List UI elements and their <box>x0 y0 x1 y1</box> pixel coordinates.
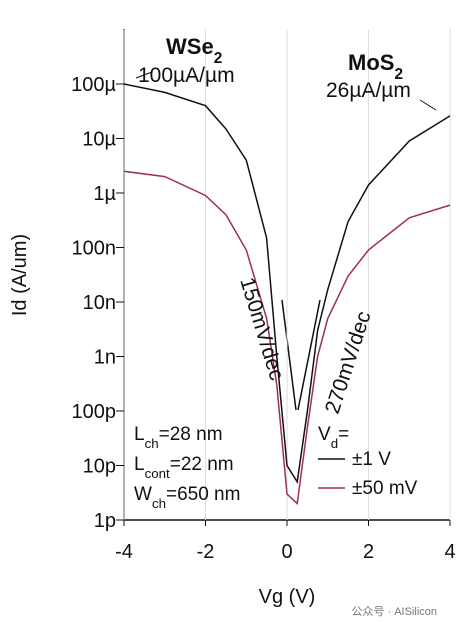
legend-label: ±50 mV <box>352 478 418 499</box>
annotation: Wch=650 nm <box>134 484 240 511</box>
y-tick-label: 10µ <box>82 129 116 151</box>
y-tick-label: 10p <box>83 456 116 478</box>
text-rest: = <box>338 424 349 445</box>
y-tick-label: 100µ <box>71 74 116 96</box>
x-tick-label: 4 <box>444 541 455 563</box>
annotation: Lcont=22 nm <box>134 454 234 481</box>
annotation: Vd= <box>318 424 349 451</box>
data-line <box>123 170 451 506</box>
text-main: W <box>134 484 152 505</box>
text-sub: ch <box>152 496 166 511</box>
y-tick-label: 100n <box>72 238 117 260</box>
data-line <box>123 83 451 485</box>
x-axis-label: Vg (V) <box>259 586 316 608</box>
text-sub: cont <box>145 466 170 481</box>
x-tick-label: 2 <box>363 541 374 563</box>
text-sub: 2 <box>214 50 223 67</box>
y-tick-label: 100p <box>72 401 117 423</box>
text-main: MoS <box>348 50 394 75</box>
text-main: L <box>134 424 145 445</box>
text-rest: =22 nm <box>170 454 234 475</box>
y-tick-label: 10n <box>83 292 116 314</box>
x-tick-label: 0 <box>281 541 292 563</box>
y-axis-label: Id (A/um) <box>9 234 31 316</box>
annotation: 150mV/dec <box>235 275 288 383</box>
text-sub: ch <box>145 436 159 451</box>
slope-line <box>297 299 321 411</box>
x-tick-label: -4 <box>115 541 133 563</box>
annotation: MoS2 <box>348 50 403 83</box>
y-tick-label: 1p <box>94 510 116 532</box>
text-main: L <box>134 454 145 475</box>
annotation: WSe2 <box>166 34 222 67</box>
y-tick-label: 1n <box>94 347 116 369</box>
annotation: Lch=28 nm <box>134 424 223 451</box>
slope-line <box>281 299 297 411</box>
annotation: 270mV/dec <box>321 308 376 416</box>
legend-label: ±1 V <box>352 449 391 470</box>
text-main: WSe <box>166 34 214 59</box>
text-main: V <box>318 424 331 445</box>
y-tick-label: 1µ <box>93 183 116 205</box>
callout-line <box>135 71 153 79</box>
text-rest: =650 nm <box>166 484 240 505</box>
text-sub: 2 <box>394 66 403 83</box>
watermark: 公众号 · AISilicon <box>351 605 437 617</box>
x-tick-label: -2 <box>197 541 215 563</box>
text-sub: d <box>331 436 338 451</box>
text-rest: =28 nm <box>159 424 223 445</box>
annotation: 100µA/µm <box>138 64 235 87</box>
callout-line <box>419 99 437 111</box>
annotation: 26µA/µm <box>326 79 411 102</box>
